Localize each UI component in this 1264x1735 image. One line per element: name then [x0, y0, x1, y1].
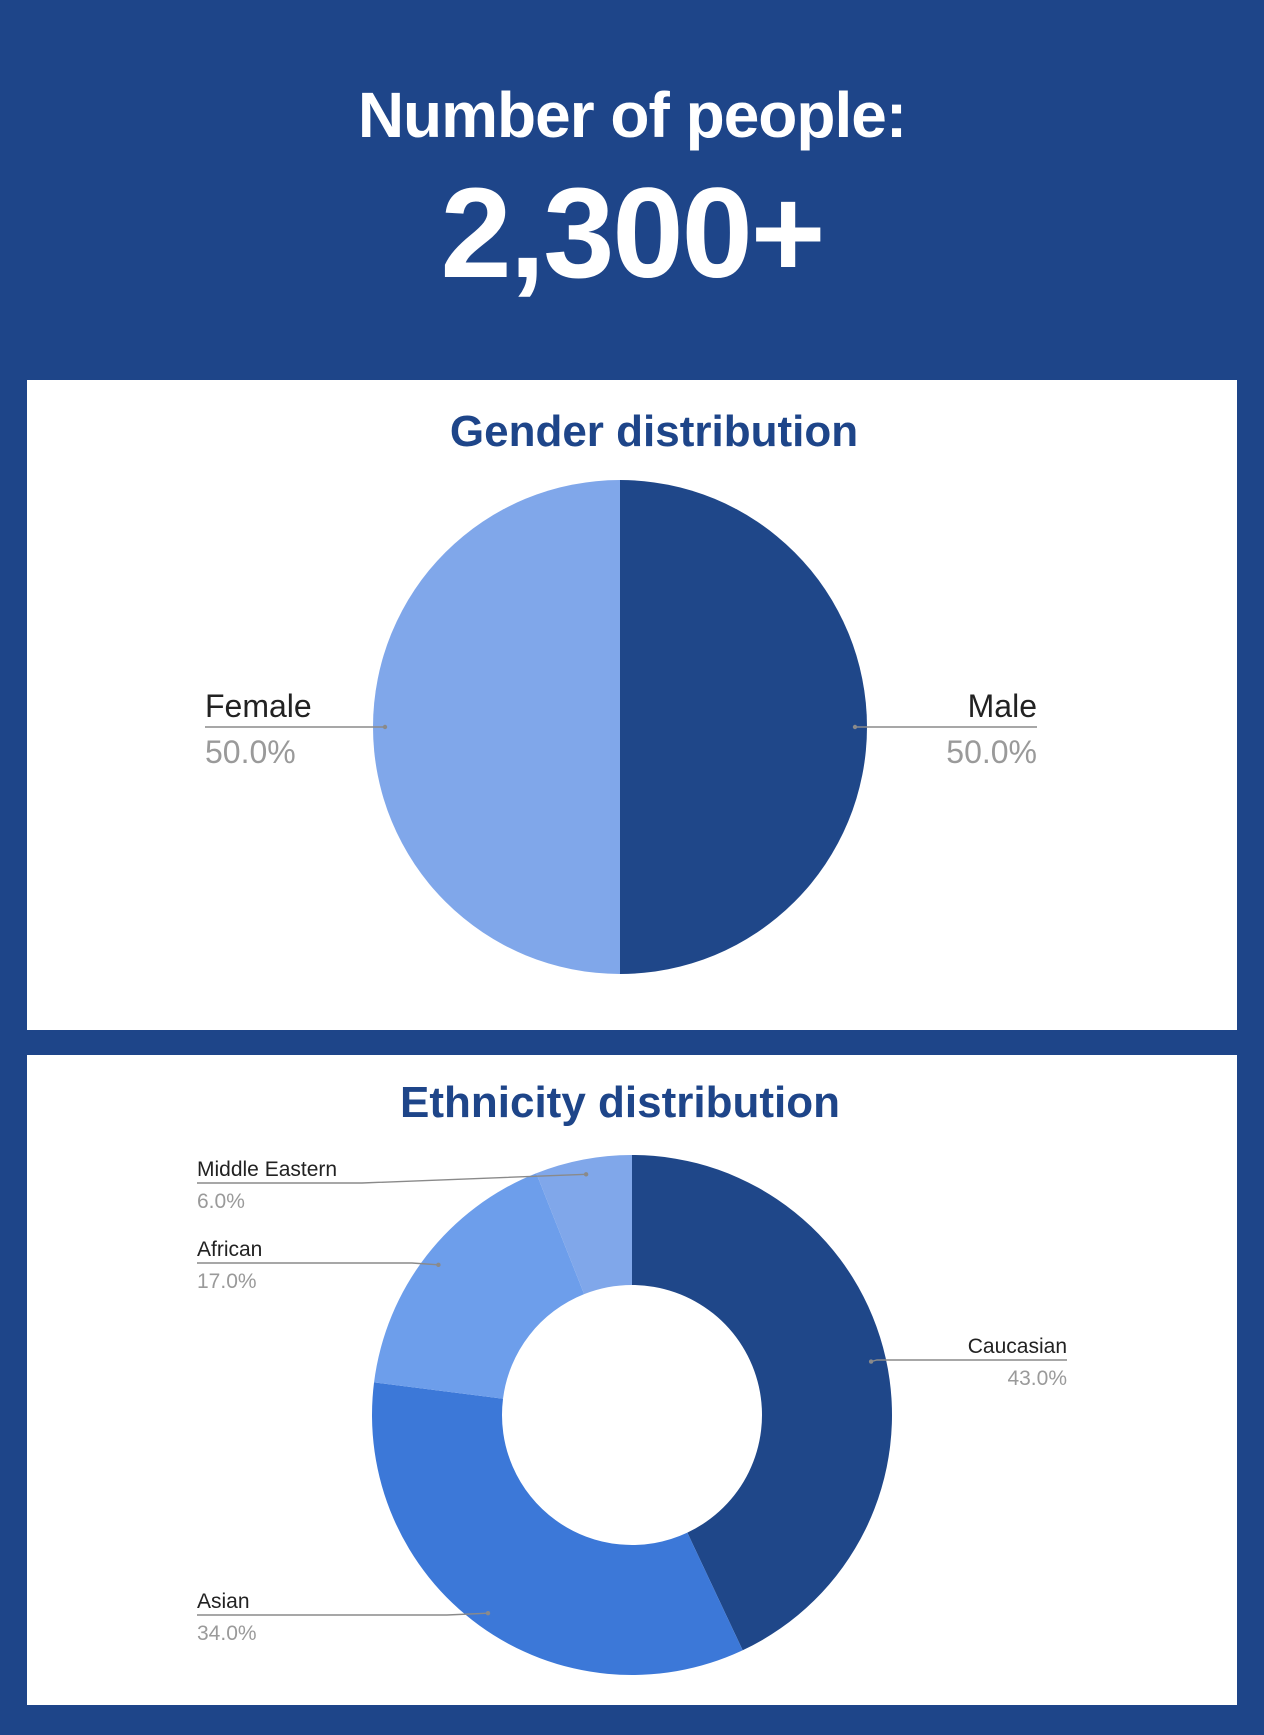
slice-name-middle-eastern: Middle Eastern	[197, 1158, 337, 1181]
gender-chart-panel: Gender distribution Male 50.0% Female 50.0%	[27, 380, 1237, 1030]
slice-name-male: Male	[968, 688, 1037, 724]
ethnicity-chart-title: Ethnicity distribution	[400, 1078, 840, 1127]
slice-label-male: Male 50.0%	[852, 688, 1037, 770]
slice-percent-male: 50.0%	[946, 734, 1037, 770]
slice-name-caucasian: Caucasian	[968, 1335, 1067, 1358]
gender-chart-title: Gender distribution	[450, 407, 858, 456]
slice-percent-female: 50.0%	[205, 734, 296, 770]
slice-name-african: African	[197, 1238, 262, 1261]
label-leader-line	[197, 1173, 587, 1184]
slice-label-caucasian: Caucasian 43.0%	[868, 1335, 1067, 1390]
slice-label-asian: Asian 34.0%	[197, 1590, 491, 1645]
pie-slice-caucasian	[632, 1155, 892, 1651]
header: Number of people: 2,300+	[0, 0, 1264, 375]
label-anchor-dot	[868, 1359, 874, 1364]
header-title: Number of people:	[357, 79, 907, 151]
pie-slice-african	[374, 1173, 585, 1399]
label-anchor-dot	[382, 724, 388, 730]
pie-slice-female	[373, 480, 620, 974]
pie-slice-asian	[371, 1382, 743, 1675]
slice-percent-asian: 34.0%	[197, 1622, 257, 1645]
slice-label-middle-eastern: Middle Eastern 6.0%	[197, 1158, 589, 1213]
label-leader-line	[197, 1612, 489, 1616]
label-anchor-dot	[436, 1262, 441, 1268]
label-anchor-dot	[583, 1172, 589, 1177]
gender-pie-chart: Gender distribution Male 50.0% Female 50.0%	[205, 407, 1037, 974]
label-leader-line	[197, 1262, 439, 1266]
slice-percent-caucasian: 43.0%	[1007, 1367, 1067, 1390]
label-anchor-dot	[852, 724, 858, 730]
ethnicity-donut-chart: Ethnicity distribution Caucasian 43.0% Asi…	[197, 1078, 1067, 1675]
label-anchor-dot	[485, 1611, 491, 1616]
slice-label-african: African 17.0%	[197, 1238, 441, 1293]
ethnicity-chart-panel: Ethnicity distribution Caucasian 43.0% Asi…	[27, 1055, 1237, 1705]
pie-slice-middle-eastern	[536, 1155, 632, 1295]
slice-name-asian: Asian	[197, 1590, 250, 1613]
slice-label-female: Female 50.0%	[205, 688, 388, 770]
slice-percent-african: 17.0%	[197, 1270, 257, 1293]
people-count: 2,300+	[440, 162, 825, 305]
pie-slice-male	[620, 480, 867, 974]
label-leader-line	[870, 1359, 1067, 1363]
slice-percent-middle-eastern: 6.0%	[197, 1190, 245, 1213]
slice-name-female: Female	[205, 688, 312, 724]
